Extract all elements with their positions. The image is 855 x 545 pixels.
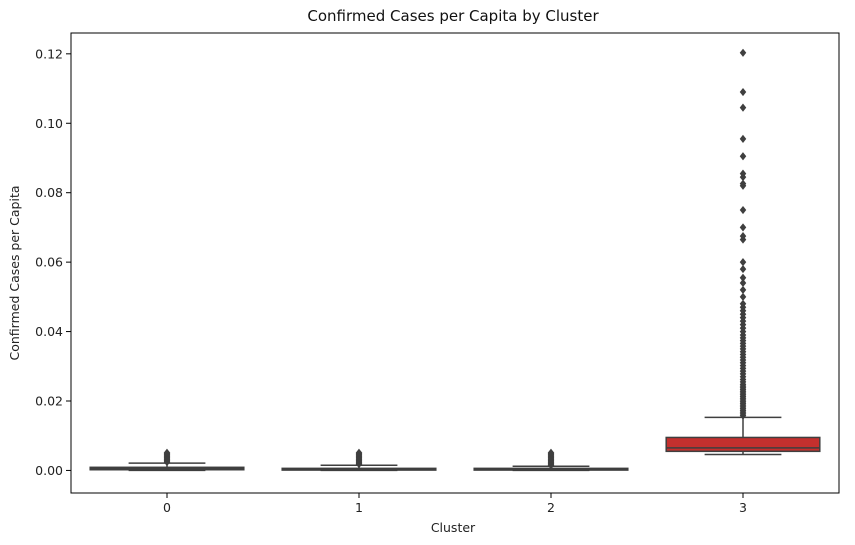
outlier-point xyxy=(739,152,747,161)
x-tick-label: 2 xyxy=(547,500,555,515)
plot-area: 0.00 0.02 0.04 0.06 0.08 0.10 0.12 0 1 2 3 xyxy=(35,32,840,515)
outlier-point xyxy=(739,134,747,143)
outlier-point xyxy=(739,258,747,267)
chart-title: Confirmed Cases per Capita by Cluster xyxy=(307,7,599,25)
outlier-point xyxy=(739,48,747,57)
outlier-point xyxy=(739,169,747,178)
outlier-point xyxy=(739,223,747,232)
y-tick-label: 0.00 xyxy=(35,463,63,478)
outlier-point xyxy=(739,87,747,97)
outlier-point xyxy=(739,232,747,241)
y-tick-label: 0.02 xyxy=(35,394,63,409)
y-tick-label: 0.12 xyxy=(35,46,63,61)
y-tick-label: 0.08 xyxy=(35,185,63,200)
outlier-point xyxy=(355,448,363,457)
outlier-point xyxy=(547,448,555,457)
outlier-point xyxy=(739,292,747,301)
y-tick-label: 0.06 xyxy=(35,255,63,270)
outlier-point xyxy=(739,264,747,274)
outlier-point xyxy=(739,103,747,112)
outlier-point xyxy=(739,179,747,188)
x-tick-label: 1 xyxy=(355,500,363,515)
outlier-point xyxy=(739,285,747,294)
outlier-point xyxy=(739,278,747,288)
box-cluster-3 xyxy=(665,436,821,453)
y-axis-label: Confirmed Cases per Capita xyxy=(7,185,22,360)
x-axis-label: Cluster xyxy=(431,520,476,535)
outlier-point xyxy=(739,205,747,215)
y-tick-label: 0.04 xyxy=(35,324,63,339)
x-tick-label: 0 xyxy=(163,500,171,515)
y-tick-label: 0.10 xyxy=(35,116,63,131)
axes-frame xyxy=(70,32,840,494)
outlier-point xyxy=(163,448,171,457)
x-tick-label: 3 xyxy=(739,500,747,515)
outlier-point xyxy=(739,273,747,282)
outlier-point xyxy=(739,299,747,308)
